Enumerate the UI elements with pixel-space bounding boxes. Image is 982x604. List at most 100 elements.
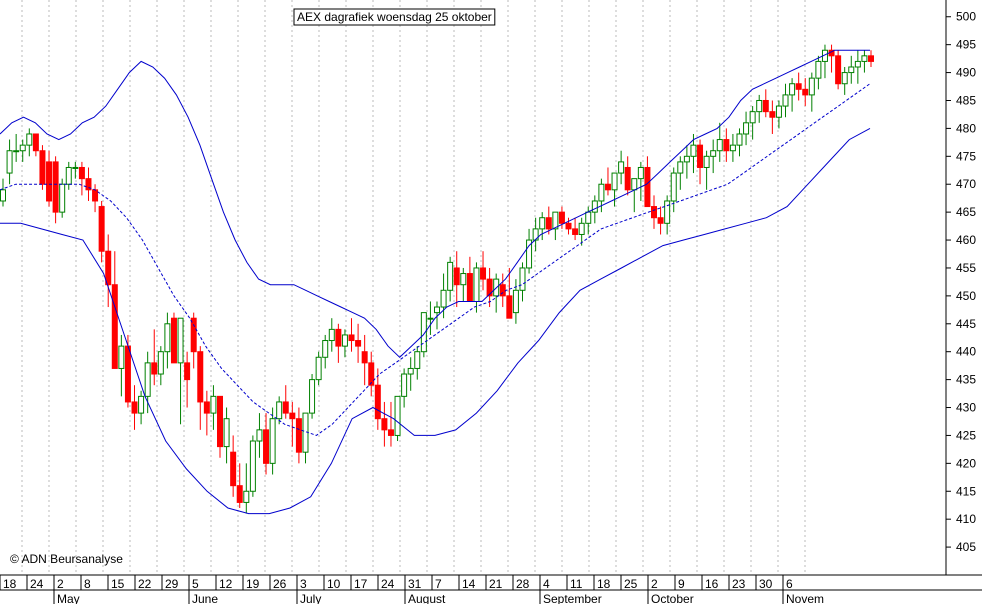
candle-body bbox=[775, 105, 782, 118]
candle-body bbox=[52, 161, 59, 213]
x-day-label: 15 bbox=[111, 577, 125, 591]
x-day-label: 6 bbox=[786, 577, 793, 591]
candle-body bbox=[131, 401, 138, 414]
candle-body bbox=[499, 284, 506, 297]
candle-body bbox=[151, 362, 158, 375]
y-tick-label: 500 bbox=[956, 10, 976, 24]
candle-body bbox=[269, 418, 276, 464]
candle-body bbox=[217, 395, 223, 448]
candle-body bbox=[769, 111, 776, 118]
candle-body bbox=[644, 166, 651, 208]
candle-body bbox=[480, 267, 487, 280]
y-tick-label: 450 bbox=[956, 289, 976, 303]
x-month-label: September bbox=[543, 592, 602, 604]
x-month-label: August bbox=[408, 592, 446, 604]
candle-body bbox=[164, 323, 171, 353]
candle-body bbox=[756, 99, 763, 113]
x-day-label: 16 bbox=[705, 577, 719, 591]
candle-body bbox=[190, 317, 197, 353]
candle-body bbox=[322, 340, 329, 358]
candle-body bbox=[98, 206, 105, 252]
x-day-label: 31 bbox=[408, 577, 422, 591]
x-day-label: 22 bbox=[138, 577, 152, 591]
x-day-label: 14 bbox=[462, 577, 476, 591]
candle-body bbox=[407, 367, 414, 375]
candle-body bbox=[295, 418, 302, 453]
candle-body bbox=[526, 239, 533, 269]
candle-body bbox=[328, 328, 335, 342]
candle-body bbox=[39, 150, 46, 185]
candle-body bbox=[710, 150, 717, 157]
chart-title: AEX dagrafiek woensdag 25 oktober bbox=[297, 10, 492, 24]
candle-body bbox=[243, 490, 250, 503]
x-day-label: 4 bbox=[543, 577, 550, 591]
candle-body bbox=[387, 429, 394, 436]
candle-body bbox=[348, 334, 355, 342]
copyright-label: © ADN Beursanalyse bbox=[10, 552, 123, 566]
y-tick-label: 405 bbox=[956, 540, 976, 554]
x-month-label: July bbox=[300, 592, 321, 604]
candle-body bbox=[762, 99, 769, 113]
x-day-label: 9 bbox=[678, 577, 685, 591]
y-tick-label: 430 bbox=[956, 401, 976, 415]
candle-body bbox=[841, 72, 848, 85]
candle-body bbox=[394, 395, 401, 436]
candle-body bbox=[335, 328, 342, 347]
candle-body bbox=[236, 485, 243, 503]
candle-body bbox=[427, 317, 434, 320]
candle-body bbox=[506, 295, 513, 319]
candle-body bbox=[282, 401, 289, 414]
candle-body bbox=[434, 306, 440, 314]
candle-body bbox=[249, 440, 256, 492]
candle-body bbox=[92, 189, 99, 202]
candle-body bbox=[743, 122, 750, 135]
candle-body bbox=[381, 418, 388, 431]
candle-body bbox=[618, 161, 625, 174]
candle-body bbox=[716, 139, 723, 152]
candle-body bbox=[466, 273, 473, 302]
candle-body bbox=[401, 373, 408, 397]
candle-body bbox=[184, 362, 191, 381]
candle-body bbox=[19, 144, 26, 152]
x-day-label: 24 bbox=[381, 577, 395, 591]
x-day-label: 23 bbox=[732, 577, 746, 591]
candle-body bbox=[315, 356, 322, 381]
candle-body bbox=[868, 55, 874, 62]
candle-body bbox=[690, 144, 697, 157]
candle-body bbox=[46, 161, 53, 202]
y-tick-label: 490 bbox=[956, 66, 976, 80]
y-tick-label: 455 bbox=[956, 261, 976, 275]
candle-body bbox=[670, 172, 677, 202]
candle-body bbox=[78, 166, 85, 180]
upper-band-line bbox=[0, 49, 870, 358]
y-tick-label: 445 bbox=[956, 317, 976, 331]
candle-body bbox=[230, 451, 237, 487]
candle-body bbox=[545, 217, 552, 230]
chart-title-box bbox=[293, 8, 496, 26]
candle-body bbox=[355, 340, 362, 347]
candle-body bbox=[210, 395, 217, 414]
candle-body bbox=[72, 166, 79, 169]
candle-body bbox=[664, 200, 671, 224]
candle-body bbox=[624, 166, 631, 191]
candle-body bbox=[32, 133, 39, 152]
candle-body bbox=[309, 379, 316, 414]
candle-body bbox=[848, 66, 855, 74]
y-tick-label: 440 bbox=[956, 345, 976, 359]
candle-body bbox=[861, 55, 868, 62]
candle-body bbox=[65, 166, 72, 185]
candle-body bbox=[197, 351, 204, 403]
candle-body bbox=[124, 345, 131, 403]
y-tick-label: 410 bbox=[956, 512, 976, 526]
x-day-label: 10 bbox=[327, 577, 341, 591]
candle-body bbox=[578, 222, 585, 235]
candle-body bbox=[440, 289, 447, 308]
candle-body bbox=[723, 139, 730, 152]
candle-body bbox=[815, 60, 822, 79]
candle-body bbox=[519, 267, 526, 291]
x-day-label: 25 bbox=[624, 577, 638, 591]
x-day-label: 18 bbox=[597, 577, 611, 591]
candle-body bbox=[789, 83, 796, 96]
